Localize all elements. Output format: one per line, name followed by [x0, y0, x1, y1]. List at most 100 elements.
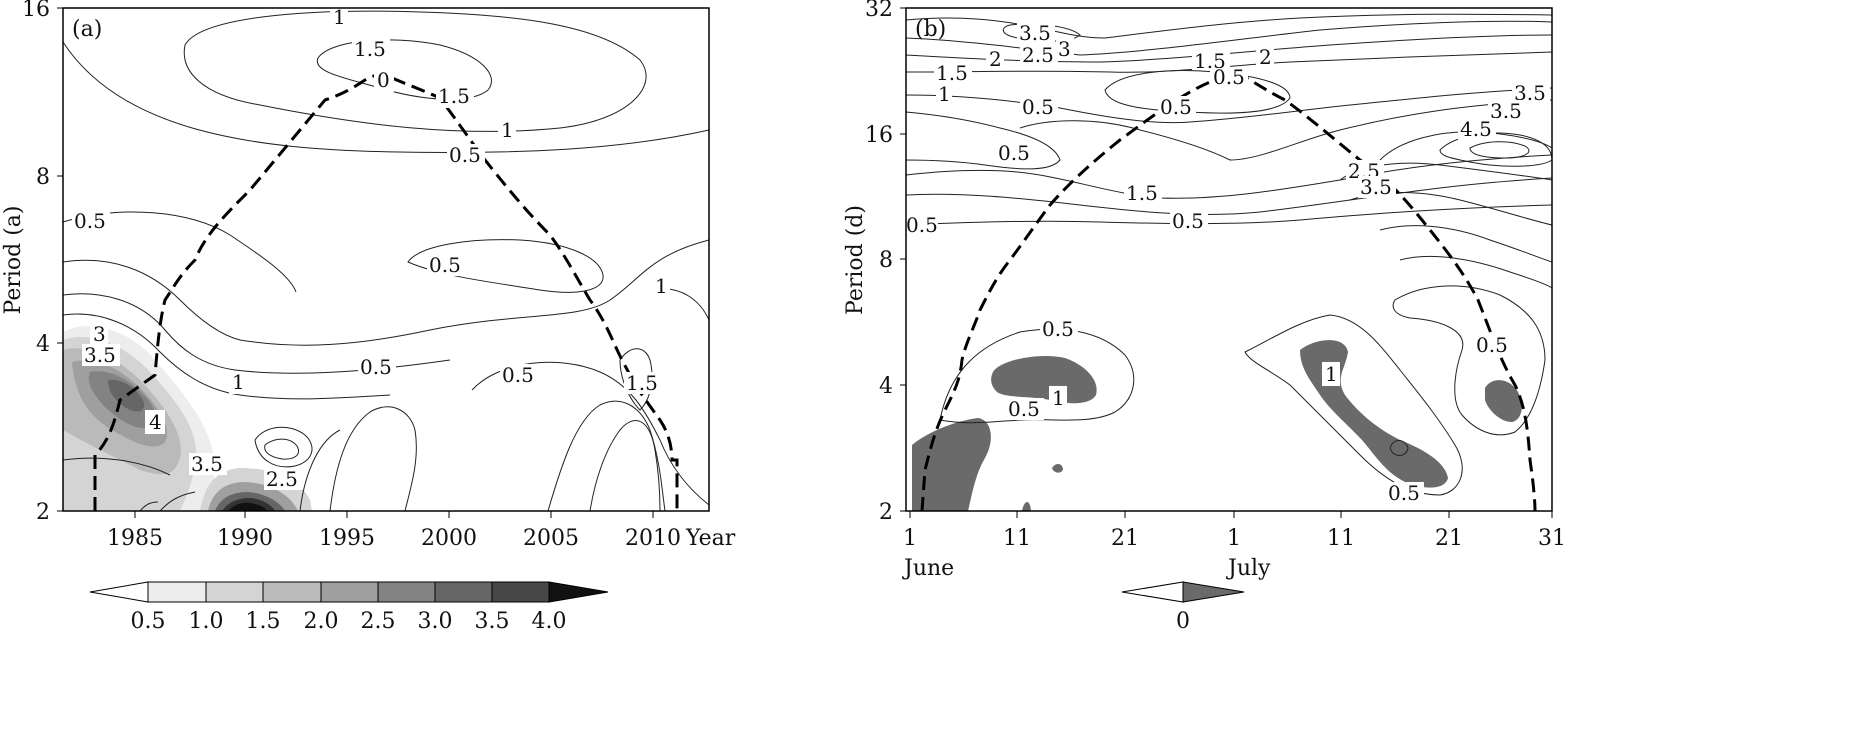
colorbar-b: 0 [1121, 581, 1245, 634]
contour-a-17 [329, 406, 417, 512]
contour-b-8 [905, 111, 1061, 170]
contour-label: 0.5 [1160, 95, 1192, 119]
colorbar-a-tick: 0.5 [131, 609, 166, 634]
panel-a-contour-labels: 1 1.5 0 1.5 1 0.5 0.5 0.5 1 0.5 0.5 1 1.… [72, 5, 670, 491]
contour-label: 4.5 [1460, 117, 1492, 141]
contour-b-20 [939, 328, 1135, 424]
contour-label: 1.5 [1126, 181, 1158, 205]
colorbar-b-tick: 0 [1176, 609, 1190, 634]
contour-b-11 [905, 177, 1553, 215]
contour-a-8 [62, 313, 391, 400]
contour-label: 2.5 [1022, 43, 1054, 67]
y-axis-label: Period (d) [843, 205, 868, 315]
contour-label: 1 [938, 82, 951, 106]
contour-a-15 [254, 426, 313, 468]
colorbar-a-swatch [262, 581, 322, 603]
panel-a: 1 1.5 0 1.5 1 0.5 0.5 0.5 1 0.5 0.5 1 1.… [1, 0, 736, 634]
contour-label: 0.5 [1213, 65, 1245, 89]
panel-b: 3.5 2 2.5 3 1.5 1 1.5 2 0.5 0.5 0.5 3.5 … [843, 0, 1566, 634]
contour-label: 2.5 [266, 467, 298, 491]
contour-label: 2 [989, 47, 1002, 71]
contour-label: 0.5 [429, 253, 461, 277]
panel-a-frame [62, 7, 710, 512]
contour-label: 4 [149, 410, 162, 434]
colorbar-a-tick: 3.5 [475, 609, 510, 634]
contour-b-7 [905, 87, 1553, 124]
contour-b-6 [1104, 70, 1291, 114]
contour-label: 3.5 [1019, 21, 1051, 45]
colorbar-a-swatch [205, 581, 264, 603]
contour-label: 1.5 [936, 61, 968, 85]
contour-label: 1 [1052, 386, 1065, 410]
y-tick-label: 4 [879, 374, 893, 399]
y-axis-label: Period (a) [1, 206, 26, 315]
contour-a-19 [159, 491, 196, 512]
contour-label: 3 [93, 322, 106, 346]
y-tick-label: 32 [865, 0, 893, 22]
contour-label: 1 [1325, 362, 1338, 386]
colorbar-a-swatch [434, 581, 493, 603]
contour-label: 1 [501, 118, 514, 142]
contour-label: 0.5 [906, 213, 938, 237]
colorbar-a-swatch [377, 581, 436, 603]
panel-b-contour-labels: 3.5 2 2.5 3 1.5 1 1.5 2 0.5 0.5 0.5 3.5 … [906, 21, 1550, 505]
contour-b-2 [905, 20, 1553, 56]
contour-a-11 [547, 400, 666, 512]
colorbar-a-tick: 3.0 [418, 609, 453, 634]
contour-a-18 [299, 429, 341, 512]
shade-a-left-level6 [108, 379, 145, 412]
colorbar-a-tick: 2.0 [304, 609, 339, 634]
x-tick-label: 1995 [319, 526, 375, 551]
contour-b-15 [1469, 141, 1530, 159]
contour-label: 0.5 [449, 143, 481, 167]
shade-b-dot-1 [1052, 463, 1063, 473]
contour-b-19 [1399, 255, 1553, 289]
panel-a-y-axis: 2 4 8 16 Period (a) [1, 0, 63, 525]
contour-label: 0.5 [1008, 397, 1040, 421]
contour-label: 1 [333, 5, 346, 29]
x-tick-label: 1 [903, 526, 917, 551]
y-tick-label: 8 [36, 165, 50, 190]
panel-label-b: (b) [915, 17, 946, 42]
contour-label: 0.5 [502, 363, 534, 387]
contour-label: 1 [232, 370, 245, 394]
contour-label: 0.5 [360, 355, 392, 379]
shade-b-dot-2 [1022, 501, 1031, 511]
panel-b-x-axis: 1 11 21 1 11 21 31 June July [902, 511, 1566, 581]
cone-of-influence-b [920, 72, 1537, 512]
contour-b-23 [1389, 440, 1409, 456]
contour-a-12 [589, 420, 661, 512]
contour-a-1 [183, 10, 647, 132]
colorbar-a-swatch [147, 581, 207, 603]
contour-label: 1.5 [438, 84, 470, 108]
contour-label: 3.5 [191, 452, 223, 476]
colorbar-b-high-arrow [1182, 581, 1245, 603]
contour-b-10 [905, 154, 1553, 199]
contour-label: 2 [1259, 45, 1272, 69]
x-tick-label: 1990 [217, 526, 273, 551]
contour-label: 1.5 [354, 37, 386, 61]
x-tick-label: 2000 [421, 526, 477, 551]
x-month-label-june: June [902, 556, 954, 581]
shade-b-right-blob [1485, 380, 1522, 422]
contour-label: 1 [655, 274, 668, 298]
x-tick-label: 21 [1435, 526, 1463, 551]
colorbar-a-high-arrow [548, 581, 609, 603]
colorbar-a-tick: 4.0 [532, 609, 567, 634]
panel-a-x-axis: 1985 1990 1995 2000 2005 2010 Year [107, 511, 736, 551]
contour-b-22 [1392, 285, 1546, 436]
colorbar-a-tick: 1.5 [246, 609, 281, 634]
contour-a-16 [264, 438, 299, 460]
colorbar-a-tick: 1.0 [189, 609, 224, 634]
contour-a-20 [139, 501, 159, 512]
y-tick-label: 4 [36, 332, 50, 357]
y-tick-label: 2 [879, 500, 893, 525]
x-month-label-july: July [1226, 556, 1271, 581]
contour-label: 0.5 [1042, 317, 1074, 341]
colorbar-a-swatch [320, 581, 379, 603]
contour-b-18 [1379, 225, 1553, 263]
shade-a-bottom-level8 [228, 502, 267, 511]
contour-b-9 [1019, 99, 1553, 161]
y-tick-label: 16 [22, 0, 50, 22]
